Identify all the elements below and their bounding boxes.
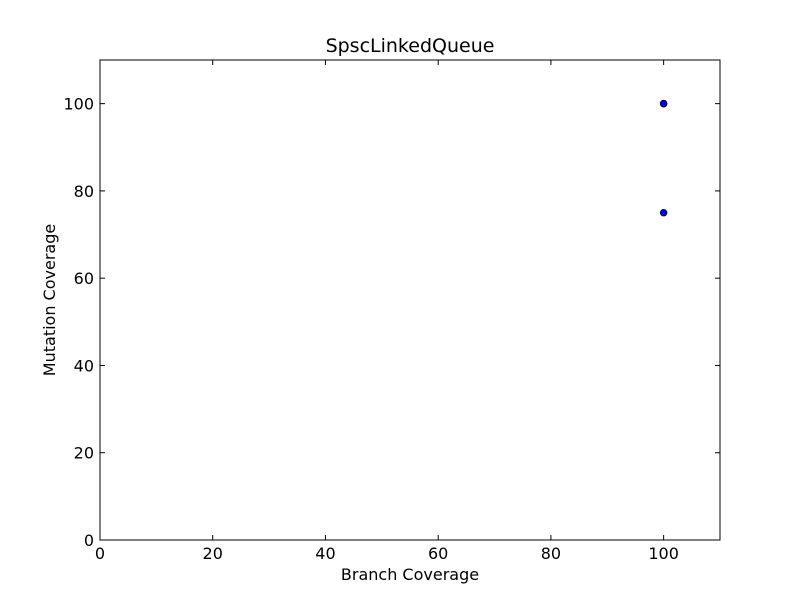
- axis-ticks: 0 20 40 60 80 100 0 20 40 60 80 100: [63, 60, 720, 563]
- data-points: [659, 99, 668, 217]
- scatter-point: [659, 99, 668, 108]
- y-tick-label: 60: [74, 269, 94, 288]
- x-tick-label: 60: [428, 544, 448, 563]
- x-axis-title: Branch Coverage: [341, 565, 479, 584]
- y-tick-label: 0: [84, 531, 94, 550]
- y-tick-label: 20: [74, 444, 94, 463]
- scatter-point: [659, 209, 668, 217]
- y-tick-label: 40: [74, 356, 94, 375]
- x-tick-label: 0: [95, 544, 105, 563]
- plot-area: [100, 60, 720, 540]
- y-axis-title: Mutation Coverage: [40, 224, 59, 376]
- x-tick-label: 80: [541, 544, 561, 563]
- x-tick-label: 100: [648, 544, 679, 563]
- x-tick-label: 40: [315, 544, 335, 563]
- plot-frame: [99, 59, 721, 541]
- y-tick-label: 80: [74, 182, 94, 201]
- chart-title: SpscLinkedQueue: [326, 35, 495, 57]
- y-tick-label: 100: [63, 95, 94, 114]
- x-tick-label: 20: [203, 544, 223, 563]
